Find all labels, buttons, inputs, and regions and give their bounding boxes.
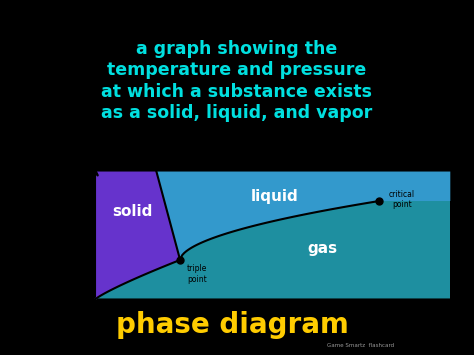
Text: a graph showing the
temperature and pressure
at which a substance exists
as a so: a graph showing the temperature and pres… — [101, 39, 373, 122]
Text: pressure: pressure — [18, 213, 29, 258]
Text: Game Smartz  flashcard: Game Smartz flashcard — [327, 343, 394, 348]
Text: temperature: temperature — [465, 306, 474, 316]
Text: critical
point: critical point — [389, 190, 415, 209]
Polygon shape — [95, 171, 450, 300]
Polygon shape — [95, 171, 450, 300]
Polygon shape — [156, 171, 450, 260]
Polygon shape — [95, 171, 180, 300]
Text: triple
point: triple point — [187, 264, 208, 284]
Text: solid: solid — [112, 204, 153, 219]
Text: liquid: liquid — [251, 189, 299, 204]
Text: phase diagram: phase diagram — [116, 311, 349, 339]
Text: gas: gas — [307, 241, 337, 256]
